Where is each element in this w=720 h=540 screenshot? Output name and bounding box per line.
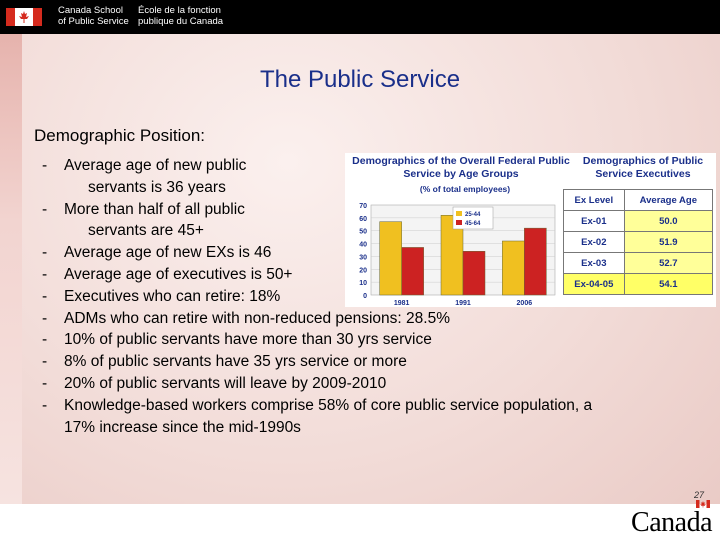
y-tick-label: 10 <box>359 280 367 287</box>
bar-chart: 0 10 20 30 40 50 60 70 1981 1991 2006 25-44 45-64 <box>359 203 556 307</box>
bullet-item: - Executives who can retire: 18% <box>34 286 704 308</box>
bar-45-64-2006 <box>524 227 547 296</box>
chart-panel: Demographics of the Overall Federal Publ… <box>345 153 716 307</box>
bullet-text: Average age of new EXs is 46 <box>64 244 272 262</box>
table-row: Ex-03 52.7 <box>563 252 714 274</box>
bullet-text: More than half of all public <box>64 200 245 218</box>
bullet-dash: - <box>42 396 48 414</box>
bullet-text-continued: 17% increase since the mid-1990s <box>64 418 301 436</box>
bullet-dash: - <box>42 157 48 174</box>
y-tick-label: 50 <box>359 229 367 236</box>
legend-box <box>452 206 494 230</box>
table-cell-level: Ex-02 <box>563 231 625 253</box>
page-number: 27 <box>693 490 704 500</box>
canada-wordmark: Canada <box>631 507 712 538</box>
exec-age-table: Ex Level Average Age Ex-01 50.0 Ex-02 51… <box>563 189 714 295</box>
bullet-dash: - <box>42 331 48 349</box>
bullet-dash: - <box>42 287 48 305</box>
legend-label: 45-64 <box>465 221 481 227</box>
table-row: Ex-01 50.0 <box>563 210 714 232</box>
bullet-text: 10% of public servants have more than 30… <box>64 331 432 349</box>
bullet-text: Executives who can retire: 18% <box>64 287 281 305</box>
y-tick-label: 70 <box>359 203 367 210</box>
table-cell-age: 51.9 <box>623 231 714 253</box>
exec-table-title: Demographics of Public Service Executive… <box>582 155 704 180</box>
bar-chart-title: Demographics of the Overall Federal Publ… <box>352 155 570 180</box>
table-cell-level: Ex-03 <box>563 252 625 274</box>
bar-chart-subtitle: (% of total employees) <box>419 184 511 194</box>
y-tick-label: 0 <box>363 293 367 300</box>
bullet-dash: - <box>42 309 48 327</box>
table-row: Ex-04-05 54.1 <box>563 273 714 295</box>
bullet-item: -8% of public servants have 35 yrs servi… <box>34 351 704 373</box>
header-fr-line1: École de la fonction <box>138 5 221 16</box>
x-tick-label: 1981 <box>394 300 410 307</box>
slide-title: The Public Service <box>259 66 461 93</box>
table-cell-level: Ex-01 <box>563 210 625 232</box>
header-fr-line2: publique du Canada <box>138 16 224 27</box>
bullet-text: 8% of public servants have 35 yrs servic… <box>64 353 407 371</box>
table-cell-age: 52.7 <box>623 252 714 274</box>
y-tick-label: 40 <box>359 242 367 249</box>
table-cell-age: 54.1 <box>623 273 714 295</box>
legend-swatch <box>456 211 462 216</box>
bullet-text: Average age of executives is 50+ <box>64 265 293 283</box>
slide-subtitle: Demographic Position: <box>34 126 206 145</box>
canada-flag-icon <box>6 8 42 26</box>
bullet-text: Average age of new public <box>64 157 247 174</box>
header-bar: Canada School of Public Service École de… <box>0 0 720 34</box>
left-decorative-stripe <box>0 34 22 504</box>
bullet-text: 20% of public servants will leave by 200… <box>64 374 387 392</box>
table-header-ex-level: Ex Level <box>563 189 625 211</box>
bullet-text-continued: servants are 45+ <box>88 222 204 240</box>
bullet-item: -20% of public servants will leave by 20… <box>34 373 704 395</box>
table-cell-level: Ex-04-05 <box>563 273 625 295</box>
bullet-item: -10% of public servants have more than 3… <box>34 329 704 351</box>
bar-45-64-1991 <box>462 251 486 296</box>
footer-bar <box>0 504 720 540</box>
header-english-name: Canada School of Public Service <box>58 5 129 27</box>
wordmark-flag-icon <box>696 500 710 508</box>
bar-25-44-1981 <box>379 221 402 296</box>
bullet-text: ADMs who can retire with non-reduced pen… <box>64 309 450 327</box>
bullet-dash: - <box>42 353 48 371</box>
bullet-text-continued: servants is 36 years <box>88 178 226 196</box>
bar-45-64-1981 <box>401 247 424 296</box>
table-header-average-age: Average Age <box>623 189 714 211</box>
bar-25-44-2006 <box>502 240 525 296</box>
bullet-text: Knowledge-based workers comprise 58% of … <box>64 396 593 414</box>
bullet-dash: - <box>42 374 48 392</box>
y-tick-label: 30 <box>359 254 367 261</box>
bullet-item: - Average age of new public servants is 36… <box>34 155 704 199</box>
header-en-line2: of Public Service <box>58 16 129 27</box>
bullet-item: - Average age of executives is 50+ <box>34 264 704 286</box>
bullet-item: - Knowledge-based workers comprise 58% of… <box>34 395 704 439</box>
bullet-dash: - <box>42 265 48 283</box>
x-tick-label: 1991 <box>455 300 471 307</box>
bullet-item: - ADMs who can retire with non-reduced pe… <box>34 308 704 330</box>
y-tick-label: 60 <box>359 216 367 223</box>
bullet-list: - Average age of new public servants is 36… <box>34 155 704 438</box>
header-en-line1: Canada School <box>58 5 123 16</box>
legend-label: 25-44 <box>465 212 481 218</box>
legend-swatch <box>456 220 462 225</box>
x-tick-label: 2006 <box>517 300 533 307</box>
table-row: Ex-02 51.9 <box>563 231 714 253</box>
bullet-dash: - <box>42 200 48 218</box>
bullet-dash: - <box>42 244 48 262</box>
table-header-row: Ex Level Average Age <box>563 189 714 211</box>
bullet-item: - More than half of all public servants ar… <box>34 199 704 243</box>
header-french-name: École de la fonction publique du Canada <box>138 5 223 27</box>
y-tick-label: 20 <box>359 267 367 274</box>
table-cell-age: 50.0 <box>623 210 714 232</box>
bullet-item: - Average age of new EXs is 46 <box>34 242 704 264</box>
